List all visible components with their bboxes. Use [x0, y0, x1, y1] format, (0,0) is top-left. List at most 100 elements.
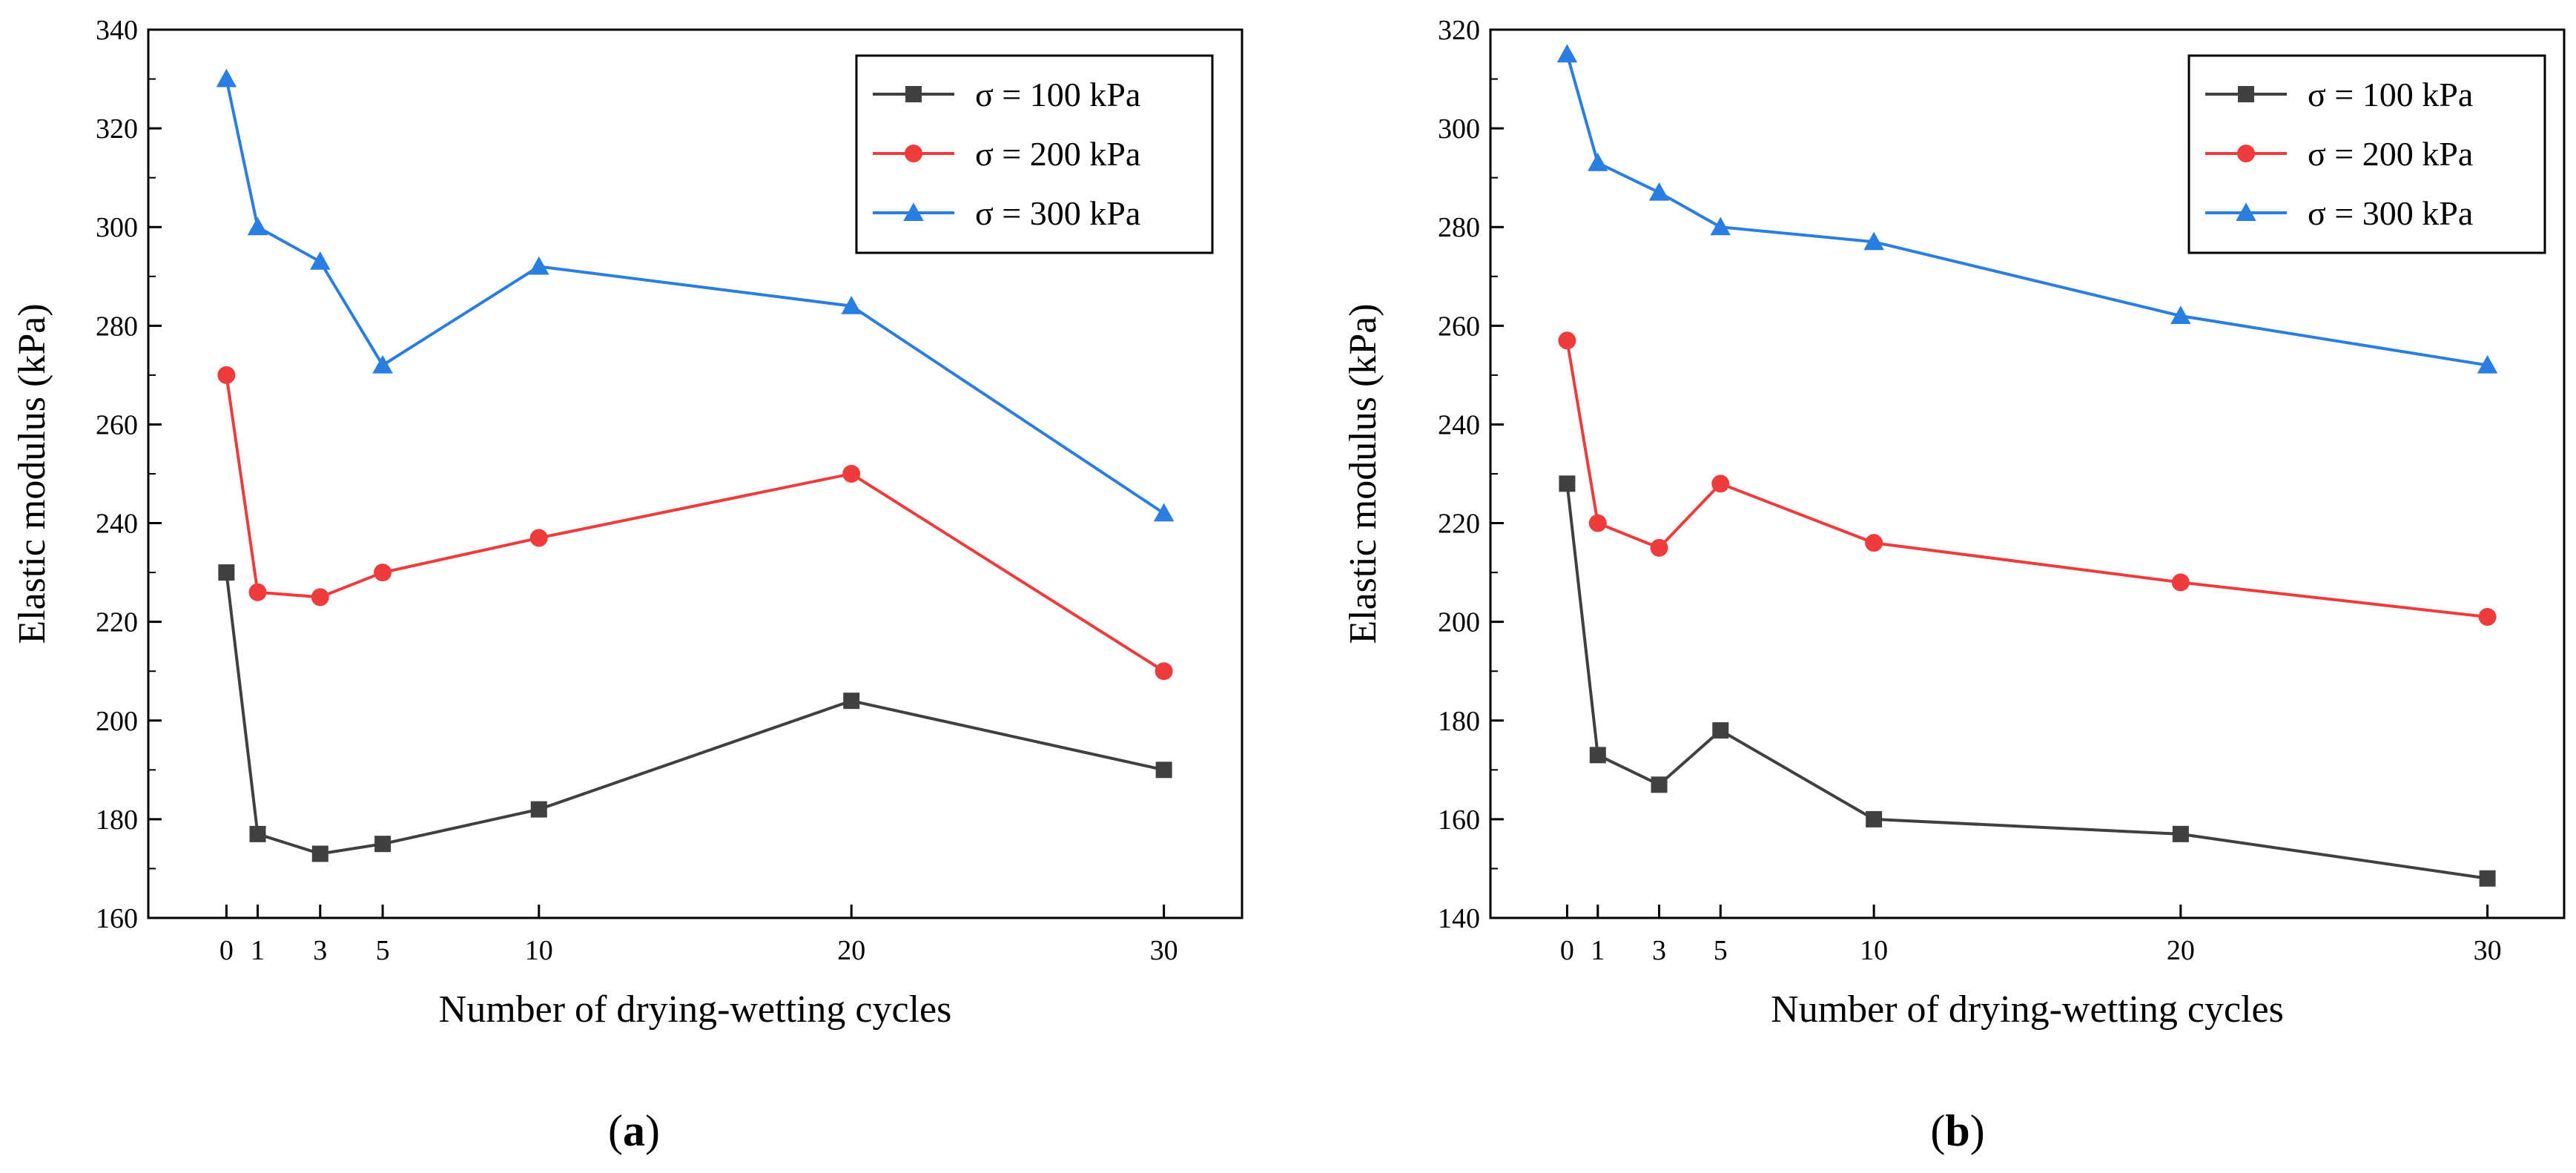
data-point — [310, 251, 331, 270]
legend-label: σ = 200 kPa — [2308, 135, 2473, 173]
chart-b: 140 160 180 200 220 240 260 280 300 320 0 1 3 5 10 20 30… — [1342, 15, 2566, 1155]
series-3 — [1556, 44, 2498, 374]
legend-item: σ = 300 kPa — [2205, 194, 2473, 232]
data-point — [249, 825, 266, 842]
x-tick-label: 10 — [525, 935, 553, 966]
data-point — [248, 583, 267, 601]
data-point — [247, 217, 268, 236]
data-point — [311, 845, 328, 862]
data-point — [842, 465, 861, 483]
y-tick-label: 300 — [1438, 113, 1480, 145]
series-3 — [216, 68, 1175, 522]
data-point — [1556, 44, 1578, 63]
data-point — [1559, 475, 1576, 492]
y-tick-label: 160 — [96, 903, 138, 934]
data-point — [1710, 217, 1731, 236]
data-point — [2171, 573, 2190, 592]
legend-item: σ = 100 kPa — [2205, 76, 2473, 113]
data-point — [2170, 305, 2191, 325]
x-tick-label: 3 — [313, 935, 327, 966]
x-tick-label: 0 — [1560, 935, 1574, 966]
legend: σ = 100 kPa σ = 200 kPa σ = 300 kPa — [2187, 54, 2546, 254]
x-tick-label: 3 — [1652, 935, 1666, 966]
panel-label: (b) — [1930, 1106, 1984, 1155]
series-line — [1565, 340, 2488, 618]
x-tick-label: 30 — [2474, 935, 2502, 966]
data-point — [1648, 182, 1670, 201]
legend-label: σ = 300 kPa — [2308, 194, 2473, 232]
legend-marker — [905, 145, 922, 162]
y-tick-label: 320 — [96, 113, 138, 145]
data-point — [218, 564, 235, 581]
data-point — [372, 354, 393, 374]
y-tick-label: 300 — [96, 212, 138, 243]
data-point — [529, 529, 548, 547]
data-point — [1865, 534, 1883, 552]
series-line — [1565, 483, 2488, 880]
y-tick-label: 320 — [1438, 15, 1480, 46]
data-point — [1866, 810, 1883, 827]
y-tick-label: 200 — [96, 706, 138, 737]
y-tick-label: 140 — [1438, 903, 1480, 934]
data-point — [529, 256, 549, 275]
x-tick-label: 1 — [1591, 935, 1605, 966]
data-point — [1558, 331, 1576, 350]
data-point — [2477, 354, 2498, 374]
data-point — [843, 693, 860, 710]
y-tick-label: 220 — [1438, 509, 1480, 540]
y-tick-label: 260 — [1438, 311, 1480, 342]
legend-marker — [2236, 202, 2256, 221]
x-tick-label: 1 — [251, 935, 265, 966]
y-tick-label: 220 — [96, 607, 138, 638]
data-point — [1863, 231, 1884, 251]
legend-item: σ = 100 kPa — [873, 76, 1140, 113]
panel-label: (a) — [608, 1106, 660, 1155]
x-axis-title: Number of drying-wetting cycles — [1771, 988, 2284, 1031]
y-axis-title: Elastic modulus (kPa) — [1342, 303, 1384, 644]
x-tick-label: 5 — [376, 935, 390, 966]
x-tick-label: 5 — [1714, 935, 1728, 966]
data-point — [216, 68, 237, 87]
y-axis-title: Elastic modulus (kPa) — [11, 303, 53, 644]
y-tick-label: 200 — [1438, 607, 1480, 638]
chart-a: 160 180 200 220 240 260 280 300 320 340 0 1 3 5 10 20 30… — [11, 15, 1244, 1155]
x-tick-label: 20 — [837, 935, 865, 966]
y-tick-label: 240 — [1438, 409, 1480, 440]
y-tick-label: 180 — [96, 804, 138, 836]
data-point — [374, 564, 392, 582]
series-1 — [218, 564, 1172, 862]
data-point — [2172, 825, 2189, 842]
data-point — [311, 588, 329, 607]
y-tick-label: 280 — [96, 311, 138, 342]
series-1 — [1559, 475, 2496, 887]
x-axis-title: Number of drying-wetting cycles — [439, 988, 952, 1031]
legend-label: σ = 100 kPa — [2308, 76, 2473, 113]
data-point — [2479, 870, 2496, 887]
legend-item: σ = 300 kPa — [873, 194, 1140, 232]
panel-label-letter: b — [1945, 1106, 1969, 1155]
data-point — [1588, 152, 1608, 171]
data-point — [1712, 722, 1729, 739]
y-tick-label: 260 — [96, 409, 138, 440]
data-point — [1711, 475, 1730, 493]
x-tick-label: 0 — [219, 935, 234, 966]
legend: σ = 100 kPa σ = 200 kPa σ = 300 kPa — [855, 54, 1214, 254]
legend-item: σ = 200 kPa — [873, 135, 1140, 173]
y-tick-label: 180 — [1438, 706, 1480, 737]
y-tick-label: 340 — [96, 15, 138, 46]
panel-label-letter: a — [623, 1106, 645, 1155]
legend-marker — [2238, 86, 2254, 102]
legend-label: σ = 200 kPa — [975, 135, 1140, 173]
legend-item: σ = 200 kPa — [2205, 135, 2473, 173]
y-tick-label: 160 — [1438, 804, 1480, 836]
x-tick-label: 30 — [1150, 935, 1178, 966]
x-tick-label: 20 — [2167, 935, 2195, 966]
series-line — [225, 572, 1165, 856]
data-point — [217, 366, 236, 384]
y-tick-label: 280 — [1438, 212, 1480, 243]
data-point — [841, 295, 862, 314]
data-point — [1651, 776, 1668, 793]
data-point — [1650, 538, 1668, 557]
data-point — [374, 836, 392, 853]
